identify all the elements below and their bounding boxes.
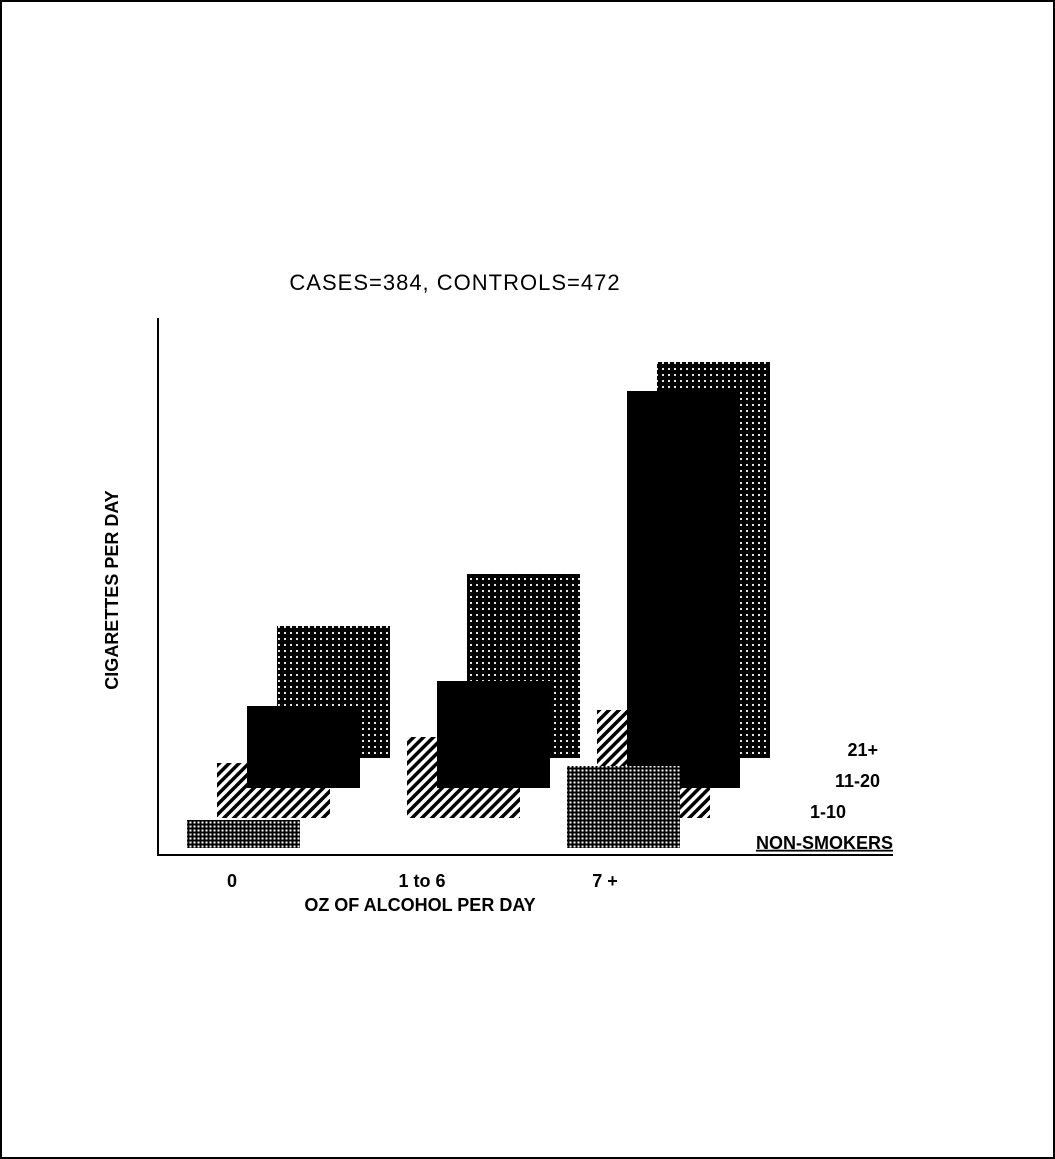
x-tick-label: 7 + — [592, 871, 618, 891]
bar — [567, 766, 680, 848]
y-axis-label: CIGARETTES PER DAY — [102, 490, 122, 689]
bar — [627, 391, 740, 788]
bar — [187, 820, 300, 848]
bar — [437, 681, 550, 788]
chart-title: CASES=384, CONTROLS=472 — [289, 270, 620, 295]
legend-label: 11-20 — [835, 771, 880, 791]
bar — [247, 706, 360, 788]
bars — [187, 362, 770, 848]
x-tick-label: 1 to 6 — [398, 871, 445, 891]
x-tick-label: 0 — [227, 871, 237, 891]
x-axis-label: OZ OF ALCOHOL PER DAY — [304, 895, 535, 915]
legend-label: NON-SMOKERS — [756, 833, 893, 853]
legend-label: 21+ — [847, 740, 878, 760]
legend-label: 1-10 — [810, 802, 846, 822]
